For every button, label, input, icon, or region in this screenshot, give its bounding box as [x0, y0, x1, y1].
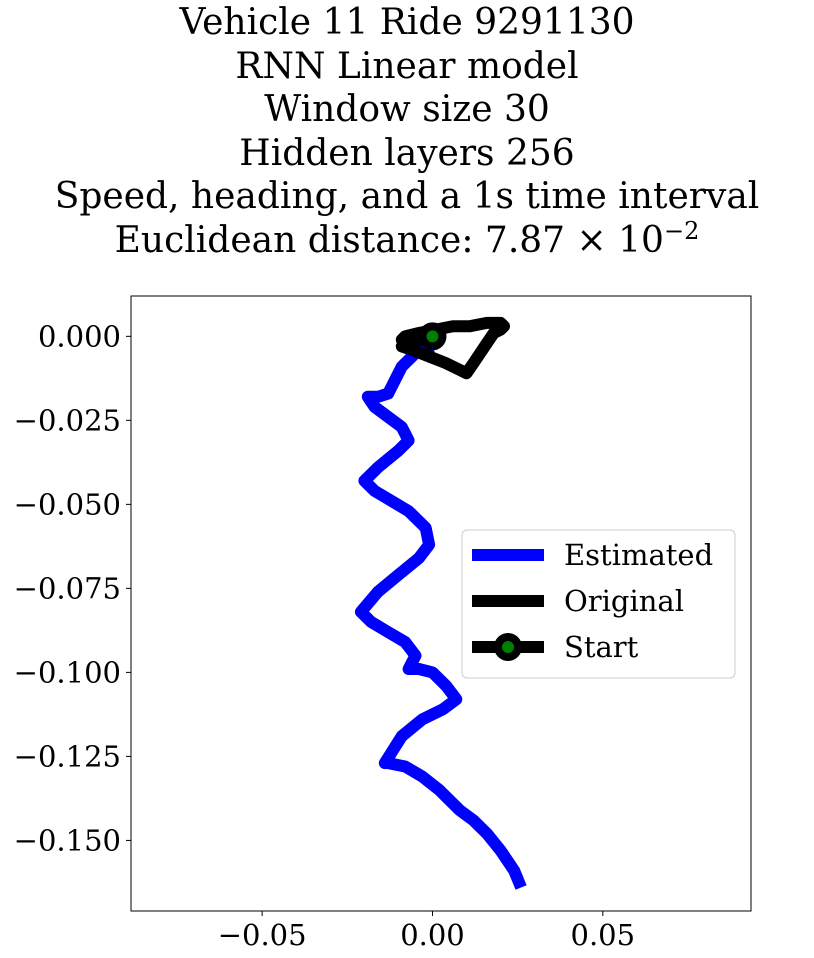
x-tick-label: 0.05 [571, 918, 636, 952]
y-tick-label: 0.000 [38, 319, 121, 353]
series-line-estimated [354, 340, 527, 890]
y-tick-label: −0.150 [14, 823, 121, 857]
series-layer [354, 316, 527, 890]
ticks-layer: −0.05 0.00 0.05 0.000 −0.025 −0.050 −0.075 −0.1… [14, 319, 635, 952]
start-marker [418, 322, 447, 351]
legend-start-marker [494, 633, 522, 661]
series-line-original [395, 316, 510, 380]
y-tick-label: −0.125 [14, 739, 121, 773]
x-tick-label: 0.00 [400, 918, 465, 952]
legend-label-original: Original [564, 584, 684, 618]
y-tick-label: −0.075 [14, 571, 121, 605]
title-line-vehicle: Vehicle 11 Ride 9291130 [179, 2, 635, 43]
legend-label-start: Start [564, 630, 639, 664]
y-tick-label: −0.025 [14, 403, 121, 437]
title-distance-text: Euclidean distance: 7.87 × 10 [114, 219, 664, 261]
title-line-features: Speed, heading, and a 1s time interval [54, 176, 760, 217]
y-tick-label: −0.100 [14, 655, 121, 689]
title-line-distance: Euclidean distance: 7.87 × 10−2 [0, 219, 814, 263]
title-line-window: Window size 30 [264, 89, 550, 130]
x-tick-label: −0.05 [218, 918, 307, 952]
chart-title: Vehicle 11 Ride 9291130 RNN Linear model… [0, 0, 814, 262]
title-distance-exponent: −2 [663, 216, 700, 245]
title-line-model: RNN Linear model [235, 45, 579, 87]
legend-label-estimated: Estimated [564, 538, 713, 572]
y-tick-label: −0.050 [14, 487, 121, 521]
axes-frame [130, 295, 752, 912]
title-line-hidden-layers: Hidden layers 256 [239, 132, 575, 174]
legend: Estimated Original Start [461, 529, 736, 679]
